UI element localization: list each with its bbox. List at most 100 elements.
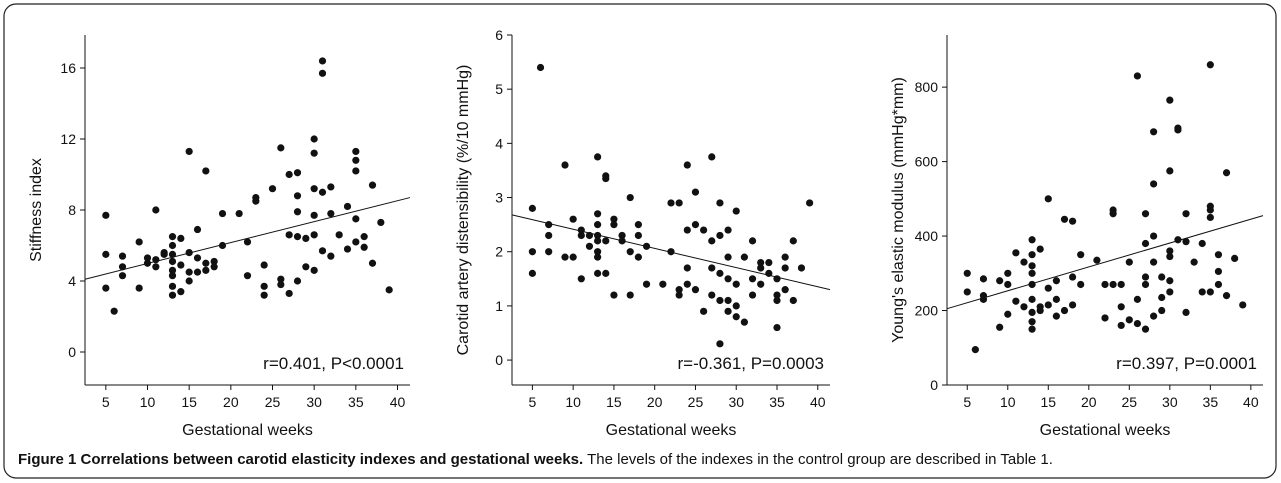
x-tick-label: 25 [1122,394,1138,410]
point [594,153,602,161]
point [202,167,210,175]
point [773,291,781,299]
point [1206,206,1214,214]
point [724,307,732,315]
x-tick-label: 5 [528,394,536,410]
point [1068,217,1077,225]
x-tick-label: 5 [963,394,971,410]
caption: Figure 1 Correlations between carotid el… [18,451,1053,468]
point [1174,236,1182,244]
point [594,210,602,218]
point [1028,269,1036,277]
point [594,237,602,245]
point [1052,312,1060,320]
point [118,272,127,280]
point [1182,210,1190,218]
x-tick-label: 10 [565,394,581,410]
point [168,266,177,274]
point [773,323,781,332]
point [724,253,732,261]
point [1166,252,1174,261]
figure-frame [3,3,1277,479]
point [594,269,602,277]
y-tick-label: 0 [495,352,503,368]
point [177,234,185,242]
point [1141,280,1150,289]
y-tick-label: 3 [495,190,503,206]
annotation: r=0.397, P=0.0001 [1116,354,1257,373]
point [1206,213,1214,222]
point [135,238,143,246]
point [691,286,700,294]
point [1004,269,1012,277]
point [285,231,293,239]
point [996,323,1004,331]
point [185,277,193,285]
x-axis-label: Gestational weeks [1040,422,1171,439]
point [210,263,218,271]
point [618,237,626,245]
point [740,253,748,261]
point [577,231,585,240]
point [193,268,202,276]
point [642,242,651,250]
point [152,263,160,271]
point [602,174,610,183]
point [1028,262,1036,270]
point [1028,236,1036,244]
point [602,269,610,277]
y-tick-label: 1 [495,298,503,314]
point [168,241,177,250]
point [1222,292,1231,300]
point [765,258,773,267]
point [748,291,757,299]
point [626,248,634,256]
point [168,282,177,290]
point [724,275,732,283]
y-tick-label: 0 [68,344,76,360]
point [618,231,626,240]
point [634,253,642,261]
point [360,233,368,241]
point [789,237,797,245]
point [118,252,127,260]
point [143,259,152,267]
point [243,272,252,280]
point [318,57,327,65]
y-axis-label: Stiffness index [28,158,45,262]
point [1214,267,1223,276]
y-tick-label: 5 [495,81,503,97]
point [716,269,724,277]
x-axis-label: Gestational weeks [182,422,313,439]
x-tick-label: 20 [223,394,239,410]
point [1141,325,1150,333]
point [675,286,683,294]
point [569,253,577,261]
point [152,256,160,264]
x-tick-label: 35 [769,394,785,410]
point [585,242,594,250]
point [626,291,634,299]
point [352,215,360,223]
point [545,231,553,240]
point [797,264,806,272]
point [708,153,716,161]
point [118,263,127,271]
point [1158,306,1166,315]
x-tick-label: 30 [728,394,744,410]
point [135,284,143,292]
point [343,245,352,253]
x-tick-label: 30 [306,394,322,410]
point [1060,215,1069,223]
point [1044,284,1052,292]
y-tick-label: 6 [495,27,503,43]
point [577,275,585,283]
point [210,257,218,266]
point [1182,308,1190,316]
point [569,215,577,223]
point [634,231,642,240]
point [610,215,618,223]
x-tick-label: 40 [390,394,406,410]
point [1052,277,1060,285]
point [110,307,118,315]
